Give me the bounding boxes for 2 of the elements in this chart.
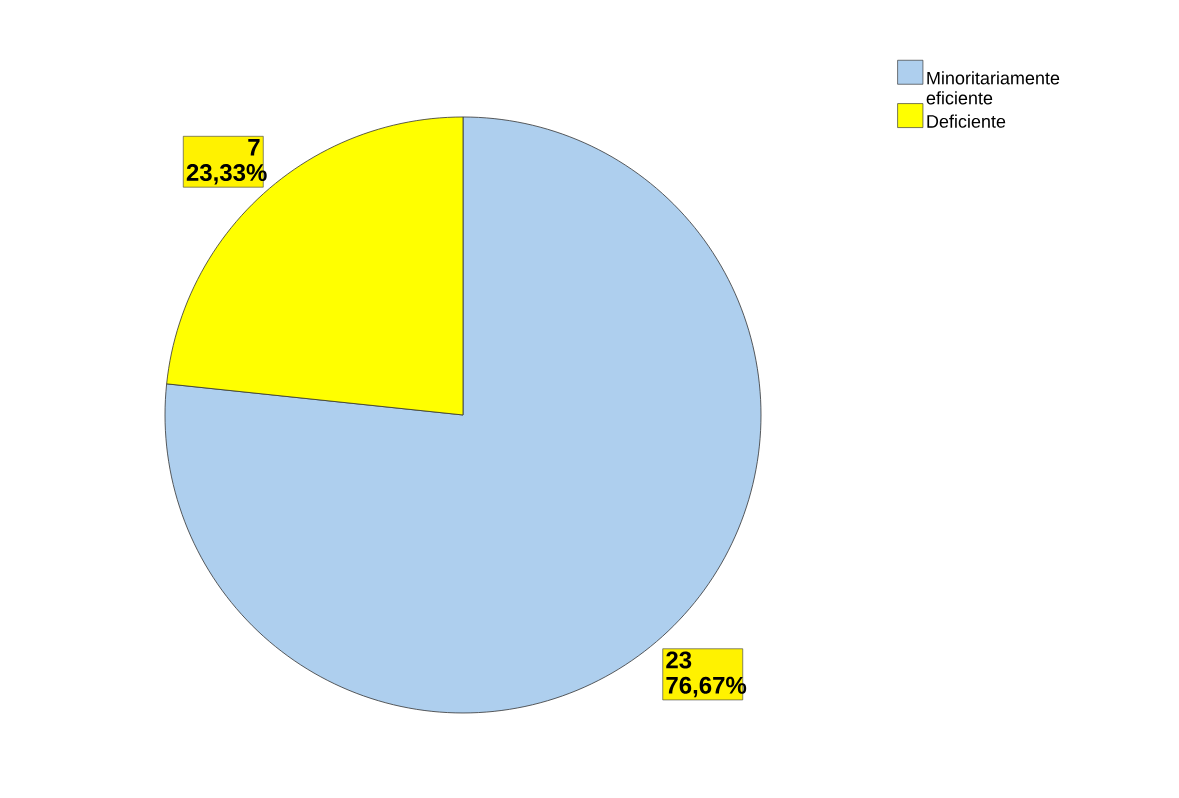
legend-label: Minoritariamente eficiente — [926, 71, 1060, 105]
legend-label: Deficiente — [927, 114, 1006, 128]
